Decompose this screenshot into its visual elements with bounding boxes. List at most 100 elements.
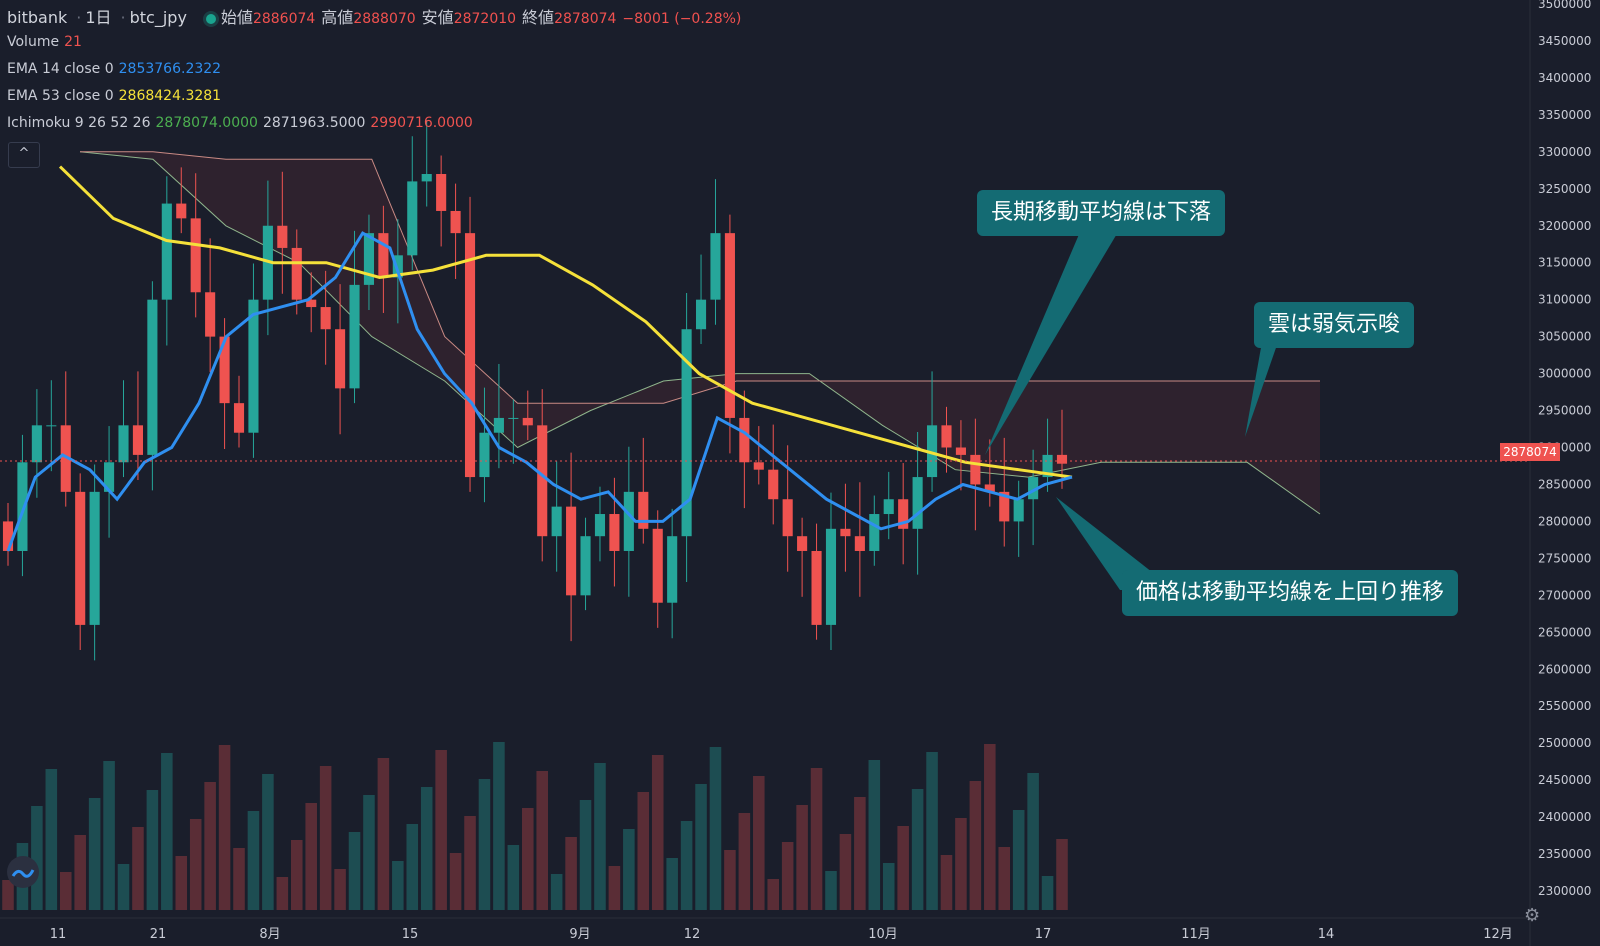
candle-body [970,454,981,485]
tradingview-logo-icon[interactable] [7,856,39,888]
volume-bar [594,763,606,910]
callout-long-ma: 長期移動平均線は下落 [977,190,1226,236]
volume-bar [218,745,231,910]
candle-body [147,299,158,455]
volume-bar [940,855,953,910]
ema53-legend[interactable]: EMA 53 close 0 2868424.3281 [7,88,226,104]
candle-body [335,329,346,389]
volume-bar [175,856,188,910]
candle-body [1042,454,1053,478]
candle-body [161,203,172,300]
candle-body [205,292,216,337]
candle-body [176,203,187,219]
gear-icon[interactable]: ⚙ [1524,905,1541,926]
callout-price: 価格は移動平均線を上回り推移 [1122,570,1459,616]
candle-body [508,417,519,419]
candle-body [392,255,403,278]
candle-body [912,477,923,529]
low-label: 安値 [421,8,454,27]
ema53-name: EMA 53 close 0 [7,88,114,104]
open-label: 始値 [220,8,253,27]
candle-body [46,425,57,427]
candle-body [493,417,504,433]
volume-bar [796,805,808,910]
candle-body [464,233,476,478]
time-tick-label: 11 [50,927,67,942]
price-tick-label: 2600000 [1538,662,1591,676]
candle-body [566,506,577,596]
interval-label[interactable]: 1日 [85,8,112,27]
volume-bar [276,877,289,910]
price-axis[interactable]: 3500000 3450000 3400000 3350000 3300000 32500… [1538,0,1591,898]
candle-body [219,336,230,404]
volume-bar [189,819,202,910]
volume-bar [1012,810,1025,910]
ema14-legend[interactable]: EMA 14 close 0 2853766.2322 [7,61,226,77]
volume-name: Volume [7,34,60,50]
candle-body [739,417,750,463]
time-tick-label: 17 [1035,927,1052,942]
volume-value: 21 [64,34,82,50]
candle-body [421,174,432,182]
market-status-icon [205,13,216,24]
time-tick-label: 10月 [868,927,898,942]
price-tick-label: 2850000 [1538,477,1591,491]
candle-body [768,469,779,500]
candle-body [248,299,259,433]
collapse-legend-button[interactable]: ^ [8,142,40,168]
callout-pointer-price [1056,497,1175,590]
time-tick-label: 21 [150,927,167,942]
candle-body [479,432,490,478]
symbol-header[interactable]: bitbank · 1日 · btc_jpy 始値2886074 高値2888070 安値28… [7,8,742,27]
candle-body [306,299,317,308]
volume-legend[interactable]: Volume 21 [7,34,87,50]
candle-body [349,284,360,389]
candle-body [724,233,735,418]
open-value: 2886074 [252,11,316,27]
candle-body [840,528,851,537]
candle-body [522,417,533,426]
candle-body [609,514,620,551]
volume-bar [882,863,895,910]
time-tick-label: 14 [1318,927,1335,942]
volume-bar [854,797,866,910]
callout-pointer-long-ma [985,232,1118,455]
candle-body [710,233,721,300]
candle-body [320,307,331,330]
price-tick-label: 2350000 [1538,847,1591,861]
cloud-span-b-line [80,151,1320,404]
candle-body [999,491,1010,522]
volume-bar [204,782,216,910]
ichimoku-legend[interactable]: Ichimoku 9 26 52 26 2878074.0000 2871963.5… [7,115,478,131]
volume-bar [1056,839,1068,910]
high-value: 2888070 [353,11,416,27]
candle-body [277,225,288,248]
ema53-value: 2868424.3281 [118,88,222,104]
volume-bar [969,781,982,910]
volume-bar [305,803,317,910]
volume-bar [709,747,722,910]
candle-body [450,210,461,234]
candle-body [2,521,14,551]
callout-pointer-cloud [1245,342,1278,437]
candle-body [955,447,966,455]
candle-body [681,329,692,537]
callout-cloud: 雲は弱気示唆 [1254,302,1415,348]
volume-bar [984,744,996,910]
time-tick-label: 12 [684,927,701,942]
volume-bar [550,874,563,910]
volume-bar [897,826,909,910]
candle-body [551,506,562,537]
volume-bar [406,824,419,910]
volume-bar [911,789,924,910]
candle-body [594,514,606,537]
candle-body [17,462,28,551]
volume-bar [146,790,159,910]
close-value: 2878074 [554,11,617,27]
candle-body [667,536,678,603]
volume-bar [608,866,621,910]
volume-bar [666,858,678,910]
candle-body [407,181,418,256]
time-axis[interactable]: 11 21 8月 15 9月 12 10月 17 11月 14 12月 [50,927,1513,942]
